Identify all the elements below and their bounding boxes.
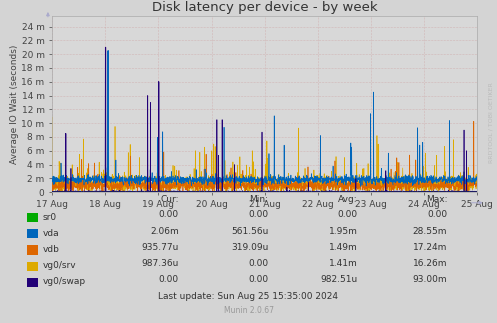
Text: vg0/srv: vg0/srv [42, 261, 76, 270]
Text: Max:: Max: [426, 195, 447, 204]
Text: 1.41m: 1.41m [329, 259, 358, 268]
Text: 561.56u: 561.56u [231, 226, 268, 235]
Text: 0.00: 0.00 [248, 259, 268, 268]
Text: 1.49m: 1.49m [329, 243, 358, 252]
Text: 2.06m: 2.06m [150, 226, 179, 235]
Text: Cur:: Cur: [161, 195, 179, 204]
Text: 1.95m: 1.95m [329, 226, 358, 235]
Text: 0.00: 0.00 [248, 275, 268, 284]
Text: 0.00: 0.00 [159, 275, 179, 284]
Text: 0.00: 0.00 [338, 210, 358, 219]
Text: 17.24m: 17.24m [413, 243, 447, 252]
Text: vda: vda [42, 229, 59, 238]
Text: 987.36u: 987.36u [142, 259, 179, 268]
Text: 0.00: 0.00 [248, 210, 268, 219]
Text: 16.26m: 16.26m [413, 259, 447, 268]
Y-axis label: Average IO Wait (seconds): Average IO Wait (seconds) [9, 45, 19, 164]
Text: vdb: vdb [42, 245, 59, 254]
Text: Munin 2.0.67: Munin 2.0.67 [224, 306, 273, 315]
Text: 93.00m: 93.00m [413, 275, 447, 284]
Text: 28.55m: 28.55m [413, 226, 447, 235]
Text: Last update: Sun Aug 25 15:35:00 2024: Last update: Sun Aug 25 15:35:00 2024 [159, 292, 338, 301]
Text: Min:: Min: [249, 195, 268, 204]
Text: vg0/swap: vg0/swap [42, 277, 85, 287]
Text: 982.51u: 982.51u [321, 275, 358, 284]
Title: Disk latency per device - by week: Disk latency per device - by week [152, 1, 377, 14]
Text: 0.00: 0.00 [159, 210, 179, 219]
Text: 319.09u: 319.09u [231, 243, 268, 252]
Text: Avg:: Avg: [338, 195, 358, 204]
Text: sr0: sr0 [42, 213, 56, 222]
Text: 935.77u: 935.77u [142, 243, 179, 252]
Text: RRDTOOL / TOBI OETIKER: RRDTOOL / TOBI OETIKER [489, 82, 494, 163]
Text: 0.00: 0.00 [427, 210, 447, 219]
